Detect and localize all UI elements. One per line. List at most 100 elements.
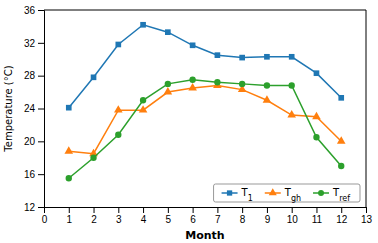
axis-line (45, 208, 367, 214)
legend-item: T1 (222, 187, 253, 203)
tick: 11 (312, 207, 323, 225)
tick-mark (267, 207, 268, 213)
tick: 16 (24, 169, 44, 180)
point (140, 22, 146, 28)
frame (366, 10, 367, 207)
axis-line (38, 11, 45, 208)
tick-mark (316, 207, 317, 213)
tick-label: 6 (190, 214, 196, 225)
point (165, 29, 171, 35)
legend-label: Tref (332, 187, 350, 203)
tick-label: 8 (240, 214, 246, 225)
point (140, 97, 146, 103)
point (64, 146, 73, 153)
tick: 13 (361, 207, 373, 225)
point (139, 105, 148, 112)
tick-label: 9 (265, 214, 271, 225)
legend-marker (318, 190, 324, 196)
tick-label: 13 (361, 214, 373, 225)
chart: 01234567891011121312162024283236T1TghTre… (0, 0, 378, 243)
point (337, 136, 346, 143)
point (239, 55, 245, 61)
point (66, 175, 72, 181)
tick-mark (242, 207, 243, 213)
tick-label: 16 (24, 169, 36, 180)
tick: 12 (336, 207, 348, 225)
point (263, 95, 272, 102)
tick: 5 (166, 207, 172, 225)
tick: 20 (24, 136, 44, 147)
tick-mark (38, 76, 44, 77)
tick-label: 11 (312, 214, 323, 225)
tick-mark (38, 174, 44, 175)
tick-label: 36 (24, 5, 36, 16)
tick: 8 (240, 207, 246, 225)
point (189, 77, 195, 83)
series (66, 22, 344, 111)
legend-items: T1 Tgh Tref (222, 187, 351, 203)
tick: 12 (24, 202, 44, 213)
tick: 32 (24, 38, 44, 49)
legend-item: Tgh (265, 187, 301, 203)
legend: T1 Tgh Tref (214, 184, 360, 203)
point (91, 74, 97, 80)
tick-mark (38, 10, 44, 11)
point (314, 70, 320, 76)
tick-label: 4 (141, 214, 147, 225)
plot: 01234567891011121312162024283236T1TghTre… (24, 5, 373, 225)
point (312, 112, 321, 119)
tick-label: 32 (24, 38, 36, 49)
tick-mark (118, 207, 119, 213)
legend-label: T1 (241, 187, 253, 203)
line (69, 25, 341, 108)
tick-mark (341, 207, 342, 213)
point (165, 81, 171, 87)
tick: 2 (91, 207, 97, 225)
legend-label: Tgh (284, 187, 301, 203)
tick-label: 3 (116, 214, 122, 225)
tick-label: 5 (166, 214, 172, 225)
tick-label: 7 (215, 214, 221, 225)
point (90, 155, 96, 161)
tick-mark (38, 207, 44, 208)
tick-mark (143, 207, 144, 213)
tick: 10 (287, 207, 299, 225)
tick-label: 28 (24, 70, 36, 81)
tick-mark (38, 43, 44, 44)
tick: 24 (24, 103, 44, 114)
point (264, 54, 270, 60)
point (287, 110, 296, 117)
tick-label: 1 (66, 214, 72, 225)
tick: 3 (116, 207, 122, 225)
legend-marker (227, 190, 232, 195)
x-axis: 012345678910111213 (42, 207, 373, 225)
line (69, 80, 341, 178)
point (239, 81, 245, 87)
tick-mark (69, 207, 70, 213)
tick-label: 24 (24, 103, 36, 114)
point (164, 87, 173, 94)
point (115, 132, 121, 138)
tick-mark (366, 207, 367, 213)
tick: 9 (265, 207, 271, 225)
y-axis: 12 16 20 24 28 32 36 (24, 5, 45, 213)
tick: 4 (141, 207, 147, 225)
legend-item: Tref (313, 187, 350, 203)
tick: 0 (42, 207, 48, 225)
tick: 36 (24, 5, 44, 16)
point (289, 54, 295, 60)
tick-mark (292, 207, 293, 213)
tick-label: 20 (24, 136, 36, 147)
x-axis-title: Month (185, 229, 224, 242)
point (313, 134, 319, 140)
tick: 1 (66, 207, 72, 225)
point (190, 42, 196, 48)
point (214, 79, 220, 85)
tick-label: 12 (24, 202, 36, 213)
tick-label: 2 (91, 214, 97, 225)
point (215, 52, 221, 58)
point (66, 105, 72, 111)
tick-label: 12 (336, 214, 348, 225)
y-axis-title: Temperature (°C) (3, 65, 14, 152)
point (264, 82, 270, 88)
